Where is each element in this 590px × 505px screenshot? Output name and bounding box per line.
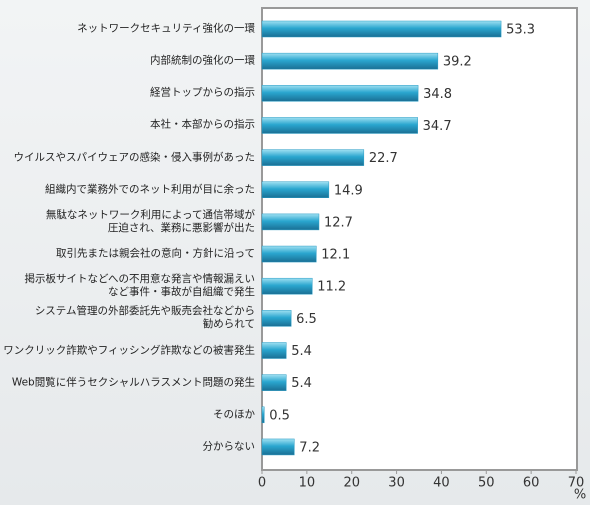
x-tick-label: 50 <box>478 476 495 491</box>
bar <box>261 406 265 424</box>
category-label: 掲示板サイトなどへの不用意な発言や情報漏えい など事件・事故が自組織で発生 <box>24 273 255 299</box>
x-tick-label: 20 <box>343 476 360 491</box>
value-label: 14.9 <box>334 183 363 198</box>
category-label: ワンクリック詐欺やフィッシング詐欺などの被害発生 <box>3 344 255 356</box>
bar <box>261 181 330 198</box>
value-label: 6.5 <box>296 312 317 327</box>
bar <box>261 52 439 70</box>
value-label: 53.3 <box>506 23 535 38</box>
value-label: 0.5 <box>269 408 290 423</box>
value-label: 12.7 <box>324 215 353 230</box>
category-label: 無駄なネットワーク利用によって通信帯域が 圧迫され、業務に悪影響が出た <box>45 208 255 234</box>
bar <box>261 117 418 134</box>
bar <box>261 310 292 327</box>
x-tick-label: 40 <box>433 476 450 491</box>
bar <box>261 85 419 102</box>
category-label: 組織内で業務外でのネット利用が目に余った <box>45 183 255 196</box>
category-label: そのほか <box>213 408 255 421</box>
plot-area <box>261 7 578 471</box>
x-tick-label: 70 <box>568 476 585 491</box>
value-label: 7.2 <box>299 440 320 455</box>
value-label: 12.1 <box>321 248 350 263</box>
bar <box>261 149 365 166</box>
bar <box>261 277 313 295</box>
bar <box>261 245 317 263</box>
value-label: 5.4 <box>291 376 312 391</box>
x-axis-label: % <box>574 488 586 503</box>
bar <box>261 342 287 359</box>
bar <box>261 213 320 231</box>
category-label: 取引先または親会社の意向・方針に沿って <box>56 247 255 260</box>
x-tick-label: 60 <box>523 476 540 491</box>
bar <box>261 438 295 456</box>
category-label: システム管理の外部委託先や販売会社などから 勧められて <box>34 305 255 331</box>
x-tick-label: 0 <box>258 476 266 491</box>
category-label: 内部統制の強化の一環 <box>150 54 255 67</box>
value-label: 34.7 <box>423 119 452 134</box>
value-label: 5.4 <box>291 344 312 359</box>
category-label: Web閲覧に伴うセクシャルハラスメント問題の発生 <box>11 376 255 389</box>
value-label: 22.7 <box>369 151 398 166</box>
value-label: 34.8 <box>423 87 452 102</box>
x-tick-label: 30 <box>388 476 405 491</box>
value-label: 11.2 <box>317 280 346 295</box>
category-label: 本社・本部からの指示 <box>150 118 255 131</box>
x-tick-label: 10 <box>299 476 316 491</box>
category-label: ネットワークセキュリティ強化の一環 <box>77 22 255 35</box>
bar <box>261 20 502 38</box>
category-label: 分からない <box>202 440 256 453</box>
category-label: ウイルスやスパイウェアの感染・侵入事例があった <box>13 151 256 164</box>
category-label: 経営トップからの指示 <box>150 86 255 99</box>
bar <box>261 374 287 391</box>
value-label: 39.2 <box>443 55 472 70</box>
